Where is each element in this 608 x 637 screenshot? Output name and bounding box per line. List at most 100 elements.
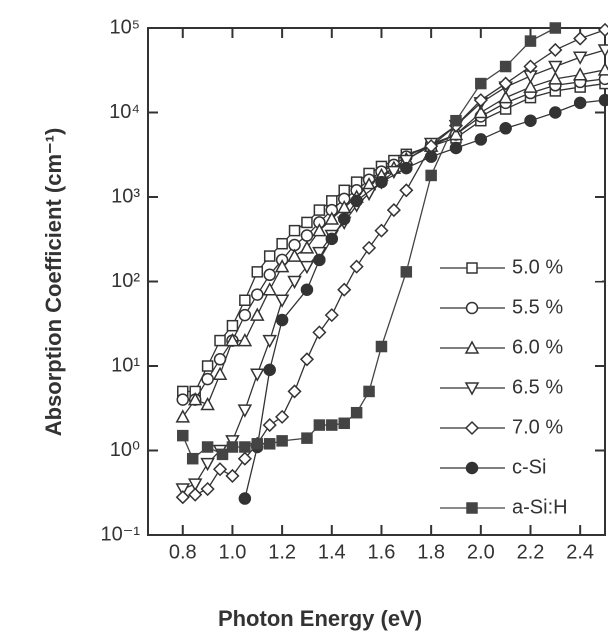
marker — [201, 441, 214, 453]
marker — [301, 432, 313, 444]
marker — [336, 199, 352, 214]
legend-label: 5.0 % — [512, 256, 563, 278]
marker — [375, 175, 388, 189]
marker — [399, 183, 414, 198]
marker — [464, 420, 480, 436]
marker — [573, 96, 587, 110]
marker — [237, 404, 253, 418]
marker — [200, 457, 215, 472]
marker — [175, 409, 191, 423]
marker — [299, 352, 315, 367]
marker — [188, 487, 203, 502]
marker — [301, 216, 313, 229]
marker — [313, 253, 326, 267]
marker — [175, 483, 191, 497]
marker — [399, 154, 414, 169]
x-tick-label: 1.6 — [368, 541, 396, 563]
marker — [350, 406, 363, 419]
marker — [251, 438, 264, 450]
marker — [287, 248, 302, 262]
marker — [464, 340, 480, 354]
marker — [201, 372, 214, 386]
marker — [263, 438, 276, 450]
marker — [549, 106, 562, 119]
marker — [237, 332, 253, 347]
marker — [200, 481, 215, 497]
marker — [263, 363, 276, 377]
marker — [325, 232, 339, 246]
marker — [572, 67, 588, 81]
marker — [300, 229, 314, 242]
marker — [237, 451, 252, 466]
marker — [274, 259, 290, 273]
x-tick-label: 2.2 — [517, 541, 545, 563]
marker — [499, 122, 512, 135]
marker — [262, 334, 277, 349]
x-tick-label: 1.0 — [219, 541, 247, 563]
marker — [201, 360, 214, 372]
marker — [276, 435, 288, 447]
marker — [465, 301, 479, 315]
marker — [214, 334, 226, 347]
marker — [324, 308, 339, 323]
marker — [287, 275, 302, 290]
legend: 5.0 % 5.5 % 6.0 % 6.5 % 7.0 % c-Si a-Si:H — [436, 255, 602, 521]
marker — [466, 502, 478, 514]
marker — [573, 31, 588, 46]
marker — [175, 490, 190, 505]
marker — [524, 35, 537, 47]
marker — [572, 51, 588, 65]
marker — [251, 266, 264, 278]
marker — [276, 237, 288, 250]
marker — [312, 246, 327, 261]
marker — [299, 240, 315, 254]
marker — [226, 319, 239, 332]
x-tick-label: 2.0 — [467, 541, 495, 563]
marker — [312, 325, 327, 340]
marker — [465, 461, 479, 475]
marker — [466, 262, 478, 274]
marker — [250, 307, 265, 321]
marker — [262, 418, 277, 433]
marker — [337, 212, 351, 226]
marker — [597, 62, 608, 76]
marker — [177, 429, 189, 442]
marker — [473, 93, 488, 108]
marker — [548, 42, 563, 58]
marker — [598, 93, 608, 107]
marker — [548, 60, 563, 75]
legend-label: 5.5 % — [512, 296, 563, 318]
marker — [498, 76, 513, 91]
marker — [499, 60, 512, 73]
marker — [263, 250, 276, 262]
marker — [349, 259, 364, 274]
marker — [274, 294, 290, 308]
marker — [226, 441, 239, 453]
marker — [464, 382, 480, 396]
marker — [523, 79, 538, 93]
legend-label: c-Si — [512, 456, 546, 478]
marker — [498, 90, 513, 104]
marker — [176, 393, 190, 406]
marker — [474, 133, 488, 146]
marker — [313, 419, 326, 431]
marker — [212, 462, 228, 477]
marker — [313, 204, 326, 216]
marker — [187, 478, 203, 492]
marker — [424, 150, 438, 163]
marker — [386, 203, 401, 218]
marker — [374, 223, 389, 238]
series — [175, 22, 608, 505]
marker — [299, 260, 315, 275]
legend-label: 7.0 % — [512, 416, 563, 438]
legend-label: 6.5 % — [512, 376, 563, 398]
marker — [200, 396, 215, 411]
marker — [239, 441, 251, 453]
x-tick-label: 1.8 — [417, 541, 445, 563]
marker — [400, 161, 413, 175]
marker — [238, 308, 252, 322]
marker — [337, 282, 352, 297]
marker — [312, 223, 327, 237]
marker — [250, 368, 265, 382]
